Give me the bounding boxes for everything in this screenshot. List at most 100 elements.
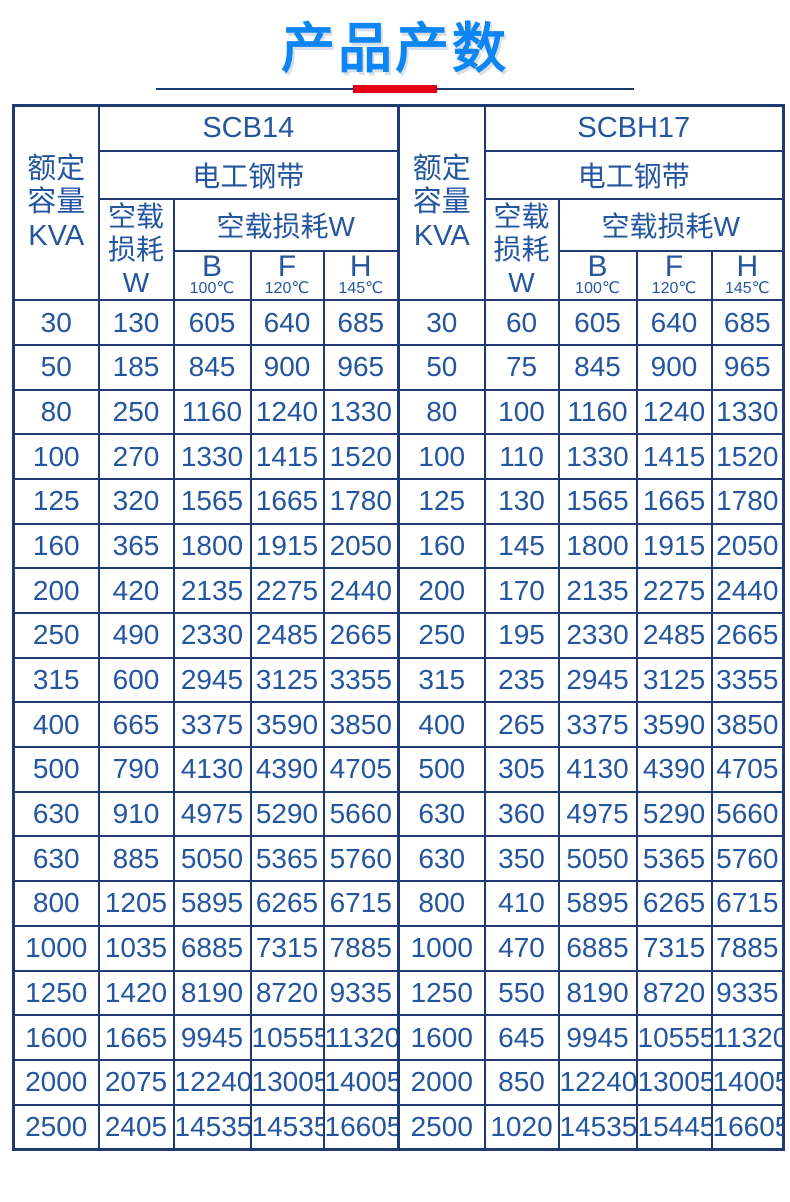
- loss-value-cell: 2665: [710, 612, 785, 659]
- class-letter: H: [349, 251, 372, 284]
- loss-value-cell: 1330: [322, 388, 400, 436]
- loss-value-cell: 1665: [97, 1014, 175, 1061]
- loss-value-cell: 4705: [322, 746, 400, 793]
- loss-value-cell: 320: [97, 477, 175, 525]
- kva-cell: 1000: [12, 924, 100, 972]
- loss-value-cell: 1035: [97, 924, 175, 972]
- loss-value-cell: 14005: [322, 1058, 400, 1106]
- loss-value-cell: 5050: [557, 835, 638, 883]
- loss-value-cell: 7315: [635, 924, 713, 972]
- loss-value-cell: 75: [483, 343, 560, 391]
- class-temp: 145℃: [724, 280, 770, 298]
- loss-value-cell: 130: [483, 477, 560, 525]
- loss-value-cell: 2405: [97, 1103, 175, 1151]
- kva-cell: 250: [397, 612, 486, 659]
- loss-value-cell: 6885: [557, 924, 638, 972]
- class-b-header-left: B 100℃: [172, 250, 252, 302]
- model-header-scb14: SCB14: [97, 104, 400, 153]
- table-row: 2500 2405 14535 14535 16605 2500 1020 14535 1544…: [12, 1103, 785, 1151]
- rated-capacity-header-left: 额定 容量 KVA: [12, 104, 100, 302]
- loss-value-cell: 12240: [557, 1058, 638, 1106]
- table-row: 30 130 605 640 685 30 60 605 640 685: [12, 299, 785, 346]
- loss-value-cell: 605: [557, 299, 638, 346]
- kva-cell: 30: [397, 299, 486, 346]
- loss-value-cell: 11320: [710, 1014, 785, 1061]
- loss-value-cell: 7885: [322, 924, 400, 972]
- loss-value-cell: 7315: [249, 924, 325, 972]
- class-temp: 145℃: [338, 280, 384, 298]
- kva-cell: 400: [397, 701, 486, 749]
- loss-value-cell: 640: [249, 299, 325, 346]
- loss-value-cell: 4975: [172, 790, 252, 838]
- kva-cell: 315: [397, 656, 486, 704]
- loss-value-cell: 14535: [172, 1103, 252, 1151]
- loss-value-cell: 4705: [710, 746, 785, 793]
- loss-value-cell: 145: [483, 522, 560, 570]
- loss-value-cell: 1800: [172, 522, 252, 570]
- loss-value-cell: 2275: [635, 567, 713, 614]
- kva-cell: 30: [12, 299, 100, 346]
- loss-value-cell: 420: [97, 567, 175, 614]
- kva-cell: 315: [12, 656, 100, 704]
- class-f-header-left: F 120℃: [249, 250, 325, 302]
- loss-value-cell: 250: [97, 388, 175, 436]
- transformer-loss-table: 额定 容量 KVA SCB14 额定 容量 KVA SCBH17 电工钢带 电工…: [12, 104, 786, 1152]
- loss-value-cell: 4390: [249, 746, 325, 793]
- loss-value-cell: 1565: [557, 477, 638, 525]
- table-row: 1000 1035 6885 7315 7885 1000 470 6885 7315 7885: [12, 924, 785, 972]
- loss-value-cell: 5290: [249, 790, 325, 838]
- loss-value-cell: 490: [97, 612, 175, 659]
- loss-value-cell: 360: [483, 790, 560, 838]
- loss-value-cell: 6265: [249, 880, 325, 927]
- model-header-scbh17: SCBH17: [483, 104, 785, 153]
- loss-value-cell: 2050: [710, 522, 785, 570]
- loss-value-cell: 305: [483, 746, 560, 793]
- loss-value-cell: 5895: [557, 880, 638, 927]
- kva-cell: 160: [12, 522, 100, 570]
- loss-value-cell: 640: [635, 299, 713, 346]
- insulation-class-header-row: B 100℃ F 120℃ H 145℃ B 100℃ F 120℃: [14, 250, 785, 302]
- table-row: 500 790 4130 4390 4705 500 305 4130 4390 4705: [12, 746, 785, 793]
- loss-value-cell: 10555: [249, 1014, 325, 1061]
- loss-value-cell: 8720: [249, 969, 325, 1017]
- loss-value-cell: 6265: [635, 880, 713, 927]
- class-h-header-right: H 145℃: [710, 250, 785, 302]
- loss-value-cell: 9335: [322, 969, 400, 1017]
- loss-value-cell: 100: [483, 388, 560, 436]
- loss-value-cell: 8190: [172, 969, 252, 1017]
- loss-value-cell: 2945: [172, 656, 252, 704]
- table-row: 2000 2075 12240 13005 14005 2000 850 12240 13005…: [12, 1058, 785, 1106]
- material-header-row: 电工钢带 电工钢带: [14, 150, 785, 201]
- table-row: 630 910 4975 5290 5660 630 360 4975 5290 5660: [12, 790, 785, 838]
- kva-cell: 630: [12, 790, 100, 838]
- loss-value-cell: 6715: [322, 880, 400, 927]
- loss-value-cell: 9945: [557, 1014, 638, 1061]
- table-body: 30 130 605 640 685 30 60 605 640 685 50 185 845 900 96…: [12, 299, 785, 1151]
- kva-cell: 630: [12, 835, 100, 883]
- loss-value-cell: 350: [483, 835, 560, 883]
- loss-value-cell: 1800: [557, 522, 638, 570]
- model-header-row: 额定 容量 KVA SCB14 额定 容量 KVA SCBH17: [12, 104, 785, 302]
- table-row: 125 320 1565 1665 1780 125 130 1565 1665 1780: [12, 477, 785, 525]
- kva-cell: 125: [12, 477, 100, 525]
- loss-value-cell: 3355: [710, 656, 785, 704]
- loss-value-cell: 2440: [322, 567, 400, 614]
- kva-cell: 80: [12, 388, 100, 436]
- kva-cell: 2500: [397, 1103, 486, 1151]
- loss-value-cell: 2485: [635, 612, 713, 659]
- loss-value-cell: 2945: [557, 656, 638, 704]
- class-b-header-right: B 100℃: [557, 250, 638, 302]
- loss-value-cell: 1420: [97, 969, 175, 1017]
- loss-value-cell: 965: [710, 343, 785, 391]
- loss-value-cell: 5660: [322, 790, 400, 838]
- kva-cell: 500: [12, 746, 100, 793]
- loss-value-cell: 5760: [322, 835, 400, 883]
- kva-cell: 1250: [12, 969, 100, 1017]
- kva-cell: 800: [397, 880, 486, 927]
- loss-value-cell: 16605: [322, 1103, 400, 1151]
- loss-value-cell: 6885: [172, 924, 252, 972]
- loss-value-cell: 5365: [635, 835, 713, 883]
- loss-value-cell: 12240: [172, 1058, 252, 1106]
- loss-value-cell: 1565: [172, 477, 252, 525]
- loss-value-cell: 5050: [172, 835, 252, 883]
